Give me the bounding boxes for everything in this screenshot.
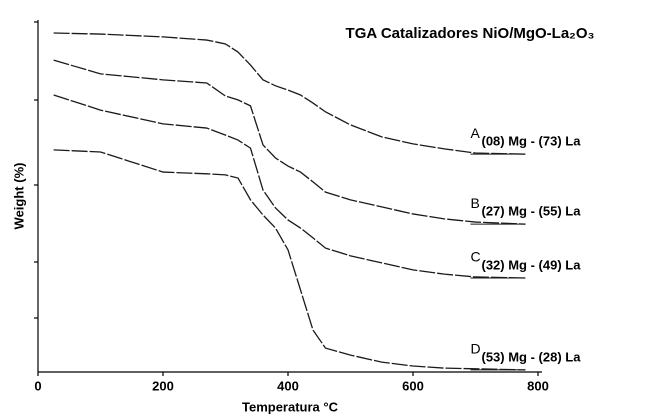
series-letter: C: [471, 249, 481, 265]
x-tick-label: 800: [527, 378, 549, 393]
x-axis-label: Temperatura °C: [242, 399, 339, 414]
series-letter: B: [471, 195, 480, 211]
series-label: (32) Mg - (49) La: [482, 257, 582, 272]
series-label: (27) Mg - (55) La: [482, 204, 582, 219]
y-axis-ticks: [34, 21, 38, 319]
y-axis-label: Weight (%): [11, 163, 26, 230]
x-tick-label: 0: [34, 378, 41, 393]
chart-title: TGA Catalizadores NiO/MgO-La₂O₃: [346, 25, 595, 42]
series-line: [53, 94, 526, 279]
series-letter: D: [471, 341, 481, 357]
series-label: (53) Mg - (28) La: [482, 349, 582, 364]
x-tick-label: 400: [277, 378, 299, 393]
series-line: [53, 59, 526, 225]
series-letter: A: [471, 125, 481, 141]
series-line: [53, 149, 526, 371]
series-label: (08) Mg - (73) La: [482, 134, 582, 149]
x-tick-label: 600: [402, 378, 424, 393]
x-tick-label: 200: [152, 378, 174, 393]
series-line: [53, 32, 526, 155]
